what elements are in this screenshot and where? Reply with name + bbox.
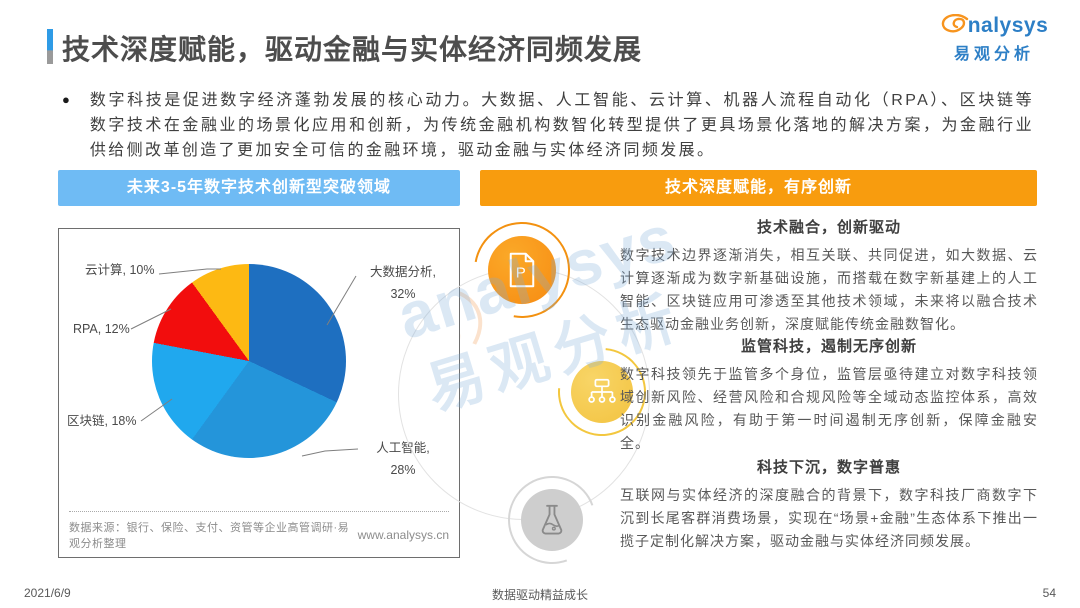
pie-label-cloud: 云计算, 10%: [85, 263, 155, 277]
footer-date: 2021/6/9: [24, 586, 71, 600]
analysys-logo: nalysys 易观分析: [930, 14, 1058, 64]
footer-slogan: 数据驱动精益成长: [491, 588, 589, 602]
logo-brand-text: nalysys: [967, 14, 1049, 37]
flask-icon: [521, 489, 583, 551]
document-p-icon: P: [488, 236, 556, 304]
section-title: 技术融合，创新驱动: [756, 219, 901, 236]
sitemap-icon: [571, 361, 633, 423]
intro-paragraph: ● 数字科技是促进数字经济蓬勃发展的核心动力。大数据、人工智能、云计算、机器人流…: [62, 88, 1034, 163]
footer: 2021/6/9 数据驱动精益成长 54: [0, 586, 1080, 602]
pie-label-bigdata: 大数据分析, 32%: [370, 265, 436, 301]
pie-chart-panel: 云计算, 10% RPA, 12% 区块链, 18% 大数据分析, 32% 人工智…: [58, 228, 460, 558]
title-accent-bar: [47, 29, 53, 64]
section-body: 互联网与实体经济的深度融合的背景下，数字科技厂商数字下沉到长尾客群消费场景，实现…: [620, 487, 1038, 549]
page-title: 技术深度赋能，驱动金融与实体经济同频发展: [62, 34, 643, 65]
left-column-header: 未来3-5年数字技术创新型突破领域: [58, 170, 460, 206]
section-tech-inclusion: 科技下沉，数字普惠 互联网与实体经济的深度融合的背景下，数字科技厂商数字下沉到长…: [620, 456, 1038, 553]
intro-text: 数字科技是促进数字经济蓬勃发展的核心动力。大数据、人工智能、云计算、机器人流程自…: [89, 92, 1034, 159]
section-title: 科技下沉，数字普惠: [756, 459, 901, 476]
svg-text:P: P: [516, 265, 526, 282]
right-column-header: 技术深度赋能，有序创新: [480, 170, 1037, 206]
section-tech-fusion: 技术融合，创新驱动 数字技术边界逐渐消失，相互关联、共同促进，如大数据、云计算逐…: [620, 216, 1038, 336]
section-title: 监管科技，遏制无序创新: [740, 338, 917, 355]
section-regtech: 监管科技，遏制无序创新 数字科技领先于监管多个身位，监管层亟待建立对数字科技领域…: [620, 335, 1038, 455]
bullet-icon: ●: [62, 92, 70, 107]
section-body: 数字科技领先于监管多个身位，监管层亟待建立对数字科技领域创新风险、经营风险和合规…: [620, 366, 1038, 451]
page-number: 54: [1042, 586, 1056, 600]
website-link[interactable]: www.analysys.cn: [357, 528, 449, 542]
logo-swirl-icon: [941, 14, 968, 33]
pie-chart: [152, 264, 346, 458]
pie-label-blockchain: 区块链, 18%: [67, 414, 137, 428]
pie-label-rpa: RPA, 12%: [73, 322, 130, 336]
section-body: 数字技术边界逐渐消失，相互关联、共同促进，如大数据、云计算逐渐成为数字新基础设施…: [620, 247, 1038, 332]
logo-brand-cn: 易观分析: [953, 46, 1034, 63]
data-source-note: 数据来源：银行、保险、支付、资管等企业高管调研·易观分析整理: [69, 522, 350, 550]
